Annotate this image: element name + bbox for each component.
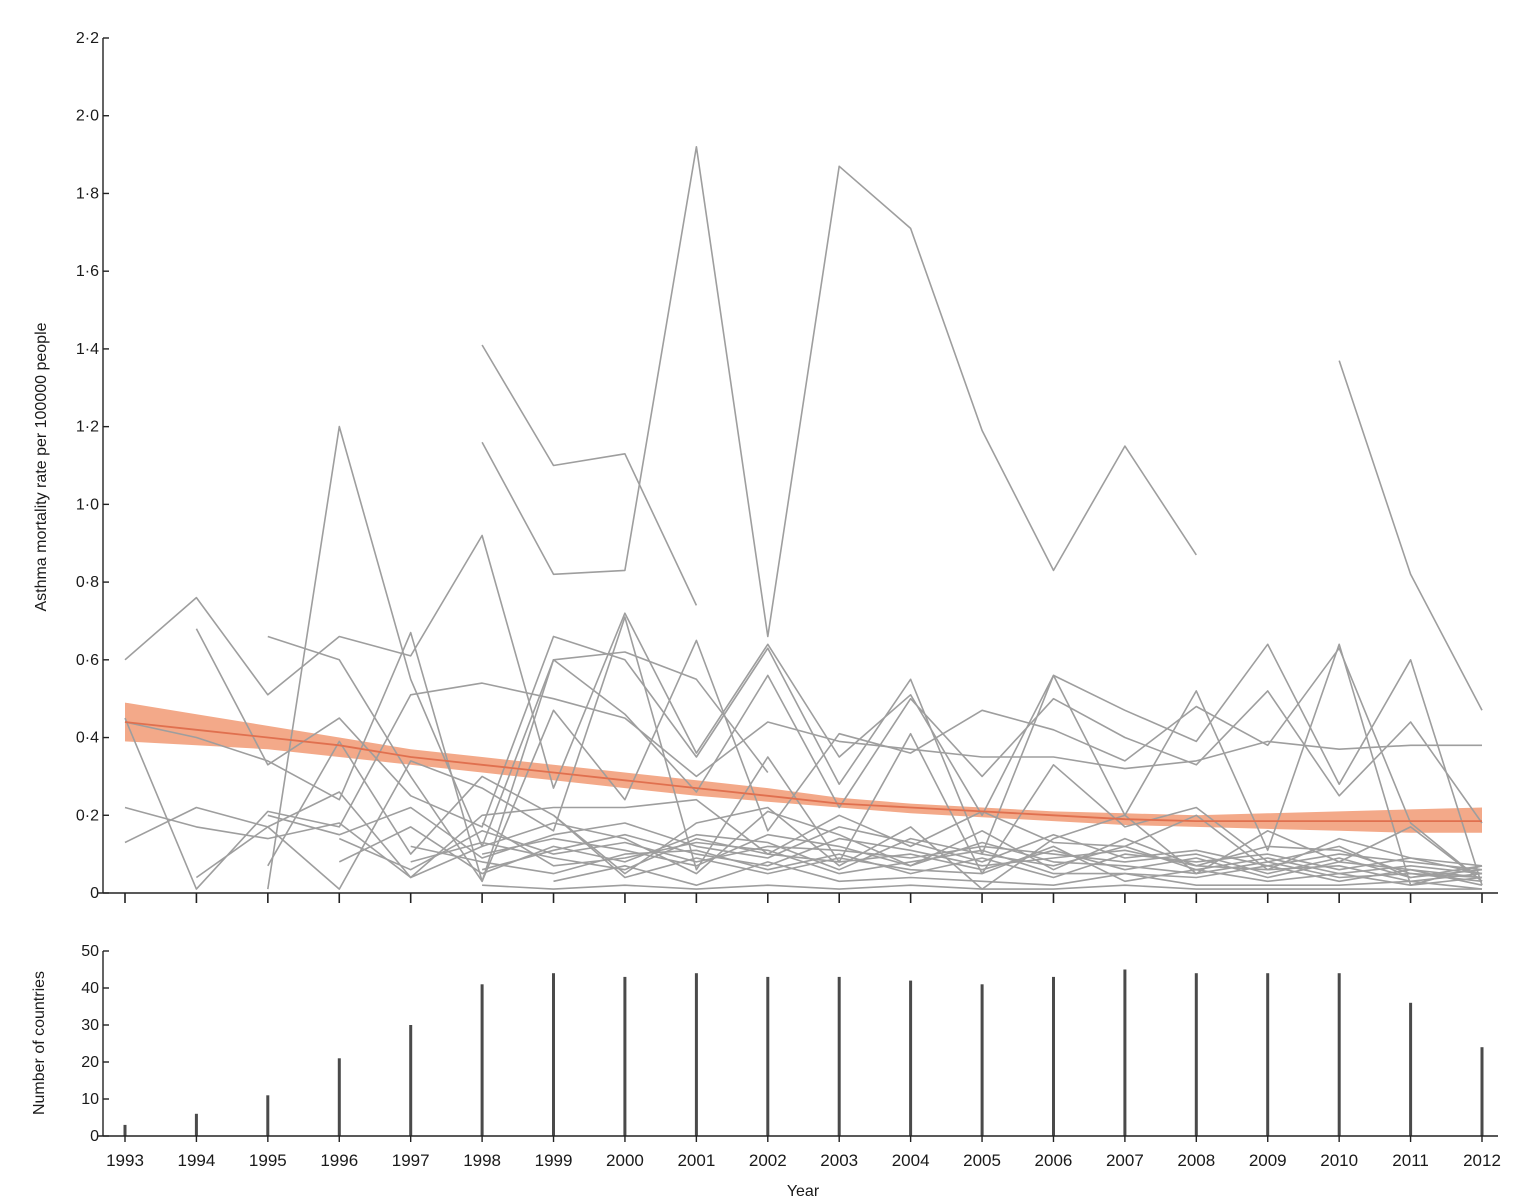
country-count-bar-2009	[1266, 973, 1270, 1136]
country-count-bar-2001	[694, 973, 698, 1136]
x-tick-label-1999: 1999	[535, 1151, 573, 1170]
country-count-panel: 0 10 20 30 40 50 1993 1994 1995 1996 1997 1998 1999 2…	[31, 943, 1501, 1200]
x-tick-label-2005: 2005	[963, 1151, 1001, 1170]
country-series-line-19	[481, 833, 1483, 883]
country-series-line-23	[482, 884, 1482, 890]
mortality-axes: 0 0·2 0·4 0·6 0·8 1·0 1·2 1·4 1·6 1·8 2·0 2·2	[76, 30, 1498, 903]
country-series-layer	[124, 146, 1483, 890]
country-count-bar-2012	[1480, 1047, 1484, 1136]
country-series-line-8	[124, 682, 1482, 890]
country-series-line-6	[267, 635, 1483, 883]
x-tick-label-2007: 2007	[1106, 1151, 1144, 1170]
country-series-line-4	[267, 425, 769, 890]
x-tick-label-2012: 2012	[1463, 1151, 1501, 1170]
country-count-bar-1994	[194, 1113, 198, 1136]
country-series-line-7	[124, 631, 1483, 883]
country-series-line-1	[481, 344, 698, 606]
trend-confidence-band-layer	[125, 702, 1482, 833]
country-count-bar-2002	[766, 976, 770, 1136]
country-count-y-tick-label: 10	[81, 1091, 99, 1108]
country-series-line-14	[338, 826, 1483, 875]
x-tick-label-2006: 2006	[1035, 1151, 1073, 1170]
country-series-line-5	[195, 628, 1483, 886]
x-tick-label-1997: 1997	[392, 1151, 430, 1170]
country-series-line-18	[481, 833, 1483, 883]
mortality-y-axis-title: Asthma mortality rate per 100000 people	[33, 322, 50, 611]
country-count-bar-2000	[623, 976, 627, 1136]
x-tick-label-2003: 2003	[820, 1151, 858, 1170]
x-tick-label-2011: 2011	[1392, 1151, 1429, 1170]
mortality-y-tick-label: 1·6	[76, 263, 99, 280]
x-tick-label-1998: 1998	[463, 1151, 501, 1170]
x-tick-label-2010: 2010	[1320, 1151, 1358, 1170]
country-count-bar-1999	[552, 973, 555, 1136]
x-tick-label-1996: 1996	[320, 1151, 358, 1170]
mortality-y-tick-label: 2·2	[76, 30, 99, 47]
country-count-bar-1998	[480, 984, 484, 1136]
country-count-bars	[123, 969, 1484, 1136]
x-tick-label-1993: 1993	[106, 1151, 144, 1170]
country-count-y-tick-label: 40	[81, 980, 99, 997]
x-tick-label-2000: 2000	[606, 1151, 644, 1170]
country-count-y-tick-label: 50	[81, 943, 99, 960]
x-tick-label-2002: 2002	[749, 1151, 787, 1170]
country-series-line-21	[552, 814, 1483, 887]
x-tick-label-1994: 1994	[178, 1151, 216, 1170]
country-series-line-9	[124, 616, 1483, 890]
x-axis-title: Year	[787, 1183, 820, 1200]
trend-confidence-band	[125, 702, 1482, 833]
trend-line-layer	[124, 721, 1482, 822]
country-count-bar-2010	[1337, 973, 1341, 1136]
country-count-y-axis-title: Number of countries	[31, 971, 48, 1115]
trend-line	[124, 721, 1482, 822]
x-tick-label-2004: 2004	[892, 1151, 930, 1170]
x-tick-label-2001: 2001	[677, 1151, 715, 1170]
country-count-axes: 0 10 20 30 40 50 1993 1994 1995 1996 1997 1998 1999 2…	[81, 943, 1501, 1170]
x-tick-label-2009: 2009	[1249, 1151, 1287, 1170]
mortality-y-tick-label: 1·0	[76, 496, 99, 513]
country-series-line-3	[1338, 360, 1483, 711]
mortality-y-tick-label: 1·2	[76, 419, 99, 436]
x-tick-label-2008: 2008	[1177, 1151, 1215, 1170]
mortality-y-tick-label: 1·4	[76, 341, 99, 358]
mortality-y-tick-label: 0·8	[76, 574, 99, 591]
country-count-bar-2003	[837, 976, 841, 1136]
mortality-y-tick-label: 0	[90, 885, 99, 902]
x-tick-label-1995: 1995	[249, 1151, 287, 1170]
mortality-y-tick-label: 0·4	[76, 730, 99, 747]
country-count-bar-2005	[980, 984, 984, 1136]
mortality-y-tick-label: 0·6	[76, 652, 99, 669]
country-count-bar-2008	[1194, 973, 1198, 1136]
country-count-y-tick-label: 0	[90, 1128, 99, 1145]
country-count-y-tick-label: 20	[81, 1054, 99, 1071]
country-count-y-tick-label: 30	[81, 1017, 99, 1034]
country-series-line-2	[481, 146, 1197, 638]
country-count-bar-2006	[1052, 976, 1055, 1136]
country-count-bar-1997	[409, 1025, 413, 1136]
country-count-bar-1993	[123, 1124, 127, 1136]
country-count-bar-1996	[337, 1058, 341, 1136]
mortality-y-tick-label: 0·2	[76, 807, 99, 824]
country-count-bar-2011	[1409, 1002, 1413, 1136]
country-count-bar-1995	[266, 1095, 270, 1136]
mortality-rate-panel: 0 0·2 0·4 0·6 0·8 1·0 1·2 1·4 1·6 1·8 2·0 2·2 Asthm…	[33, 30, 1498, 903]
mortality-y-tick-label: 2·0	[76, 108, 99, 125]
mortality-y-tick-label: 1·8	[76, 185, 99, 202]
country-series-line-11	[267, 740, 1483, 890]
country-series-line-12	[124, 806, 1483, 879]
country-series-line-0	[124, 534, 1483, 887]
country-count-bar-2004	[909, 980, 913, 1136]
country-count-bar-2007	[1123, 969, 1127, 1136]
country-series-line-22	[553, 861, 1483, 890]
